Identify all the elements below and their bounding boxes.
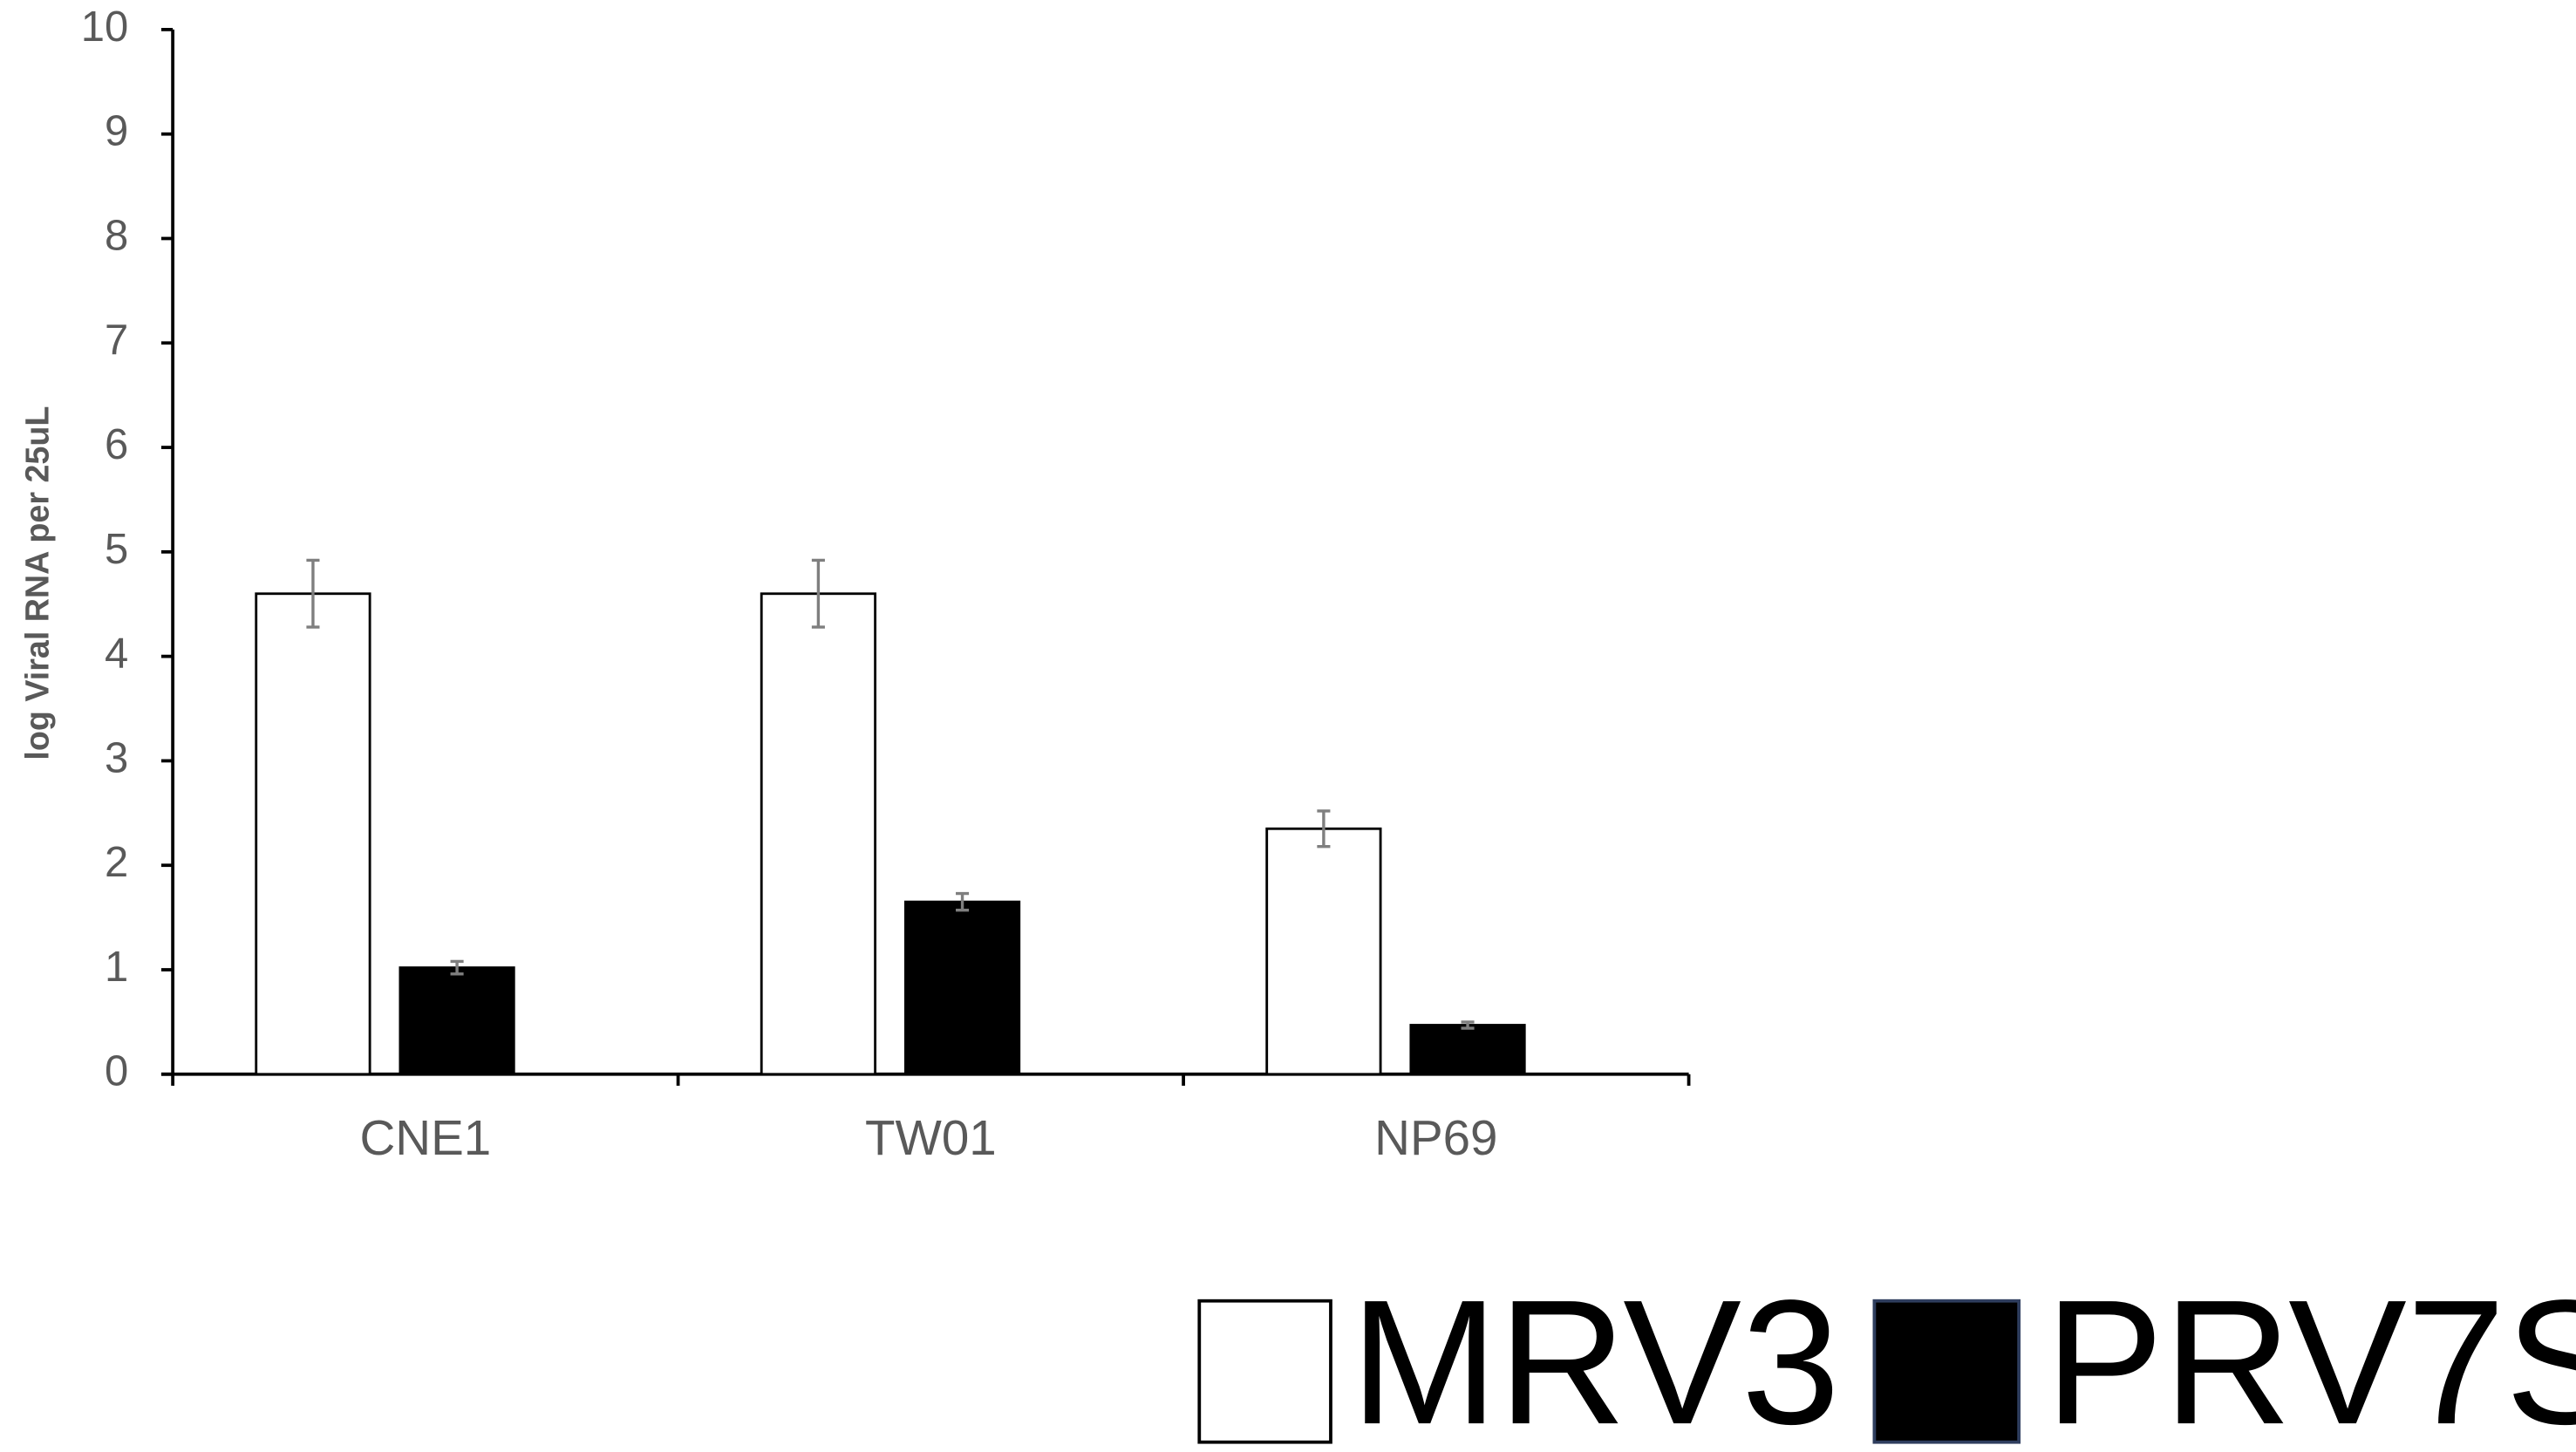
error-bar [450, 959, 464, 976]
error-bar [1461, 1020, 1475, 1030]
y-tick-label: 9 [105, 108, 128, 155]
y-tick-label: 3 [105, 734, 128, 781]
y-tick-label: 2 [105, 839, 128, 886]
y-tick-label: 7 [105, 317, 128, 364]
x-tick-label: NP69 [1374, 1110, 1497, 1165]
legend-label: PRV7S [2045, 1264, 2576, 1452]
error-bar [1317, 809, 1331, 849]
y-tick-label: 1 [105, 944, 128, 991]
legend-swatch [1872, 1299, 2021, 1444]
y-axis-label: log Viral RNA per 25uL [19, 406, 56, 760]
bar [399, 966, 515, 1076]
y-tick-label: 10 [81, 3, 128, 51]
y-tick-label: 0 [105, 1048, 128, 1095]
legend-swatch [1197, 1299, 1332, 1444]
y-tick-label: 8 [105, 212, 128, 259]
error-bar [306, 558, 320, 629]
y-tick-label: 4 [105, 631, 128, 678]
y-tick-label: 6 [105, 421, 128, 468]
error-bar [956, 891, 970, 912]
bar [1265, 827, 1382, 1076]
legend-label: MRV3 [1351, 1264, 1840, 1452]
bar [760, 592, 877, 1076]
bar [255, 592, 371, 1076]
bar [903, 900, 1021, 1076]
x-tick-label: TW01 [865, 1110, 997, 1165]
error-bar [811, 558, 825, 629]
y-tick-label: 5 [105, 526, 128, 573]
bar [1409, 1024, 1526, 1076]
x-tick-label: CNE1 [359, 1110, 491, 1165]
